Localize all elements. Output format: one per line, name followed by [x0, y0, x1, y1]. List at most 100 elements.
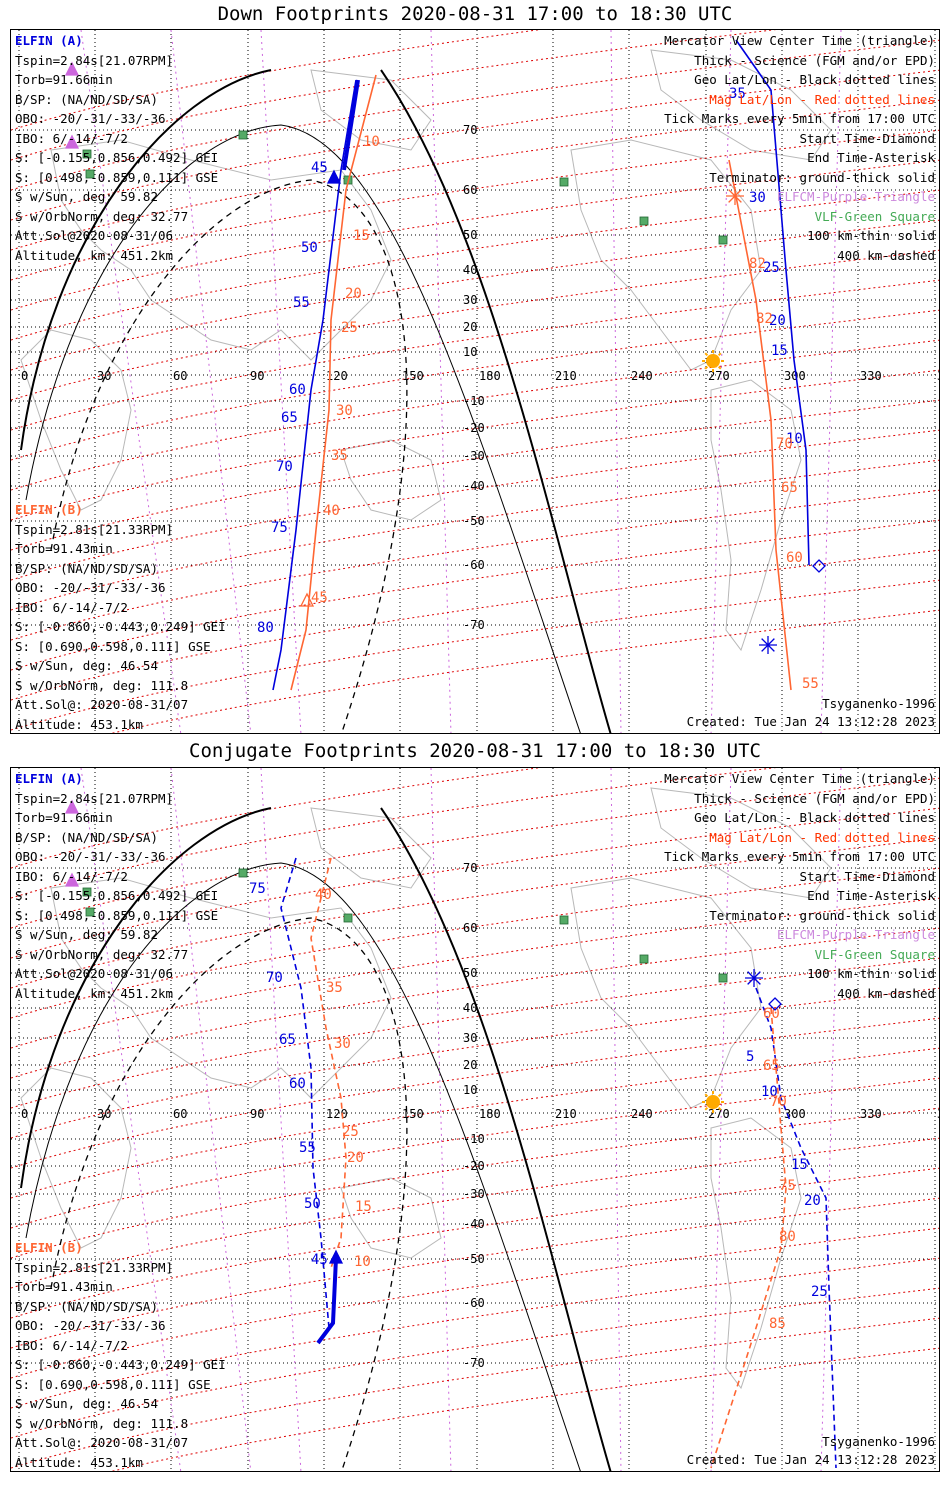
landmass-outline: [710, 379, 802, 652]
start-diamond: [768, 997, 782, 1011]
elfin-b-tick-label: 20: [347, 1150, 364, 1166]
center-triangle: [299, 592, 315, 607]
legend-entry: Tick Marks every 5min from 17:00 UTC: [664, 111, 935, 126]
elfin-a-tick-label: 30: [749, 190, 766, 206]
info-line: Altitude, km: 451.2km: [15, 985, 174, 1001]
terminator-ground-west: [20, 807, 272, 1189]
lat-tick-label: 30: [463, 1031, 477, 1045]
elfin-a-tick-label: 75: [271, 520, 288, 536]
sun-ray: [704, 1093, 709, 1098]
elfin-a-tick-label: 20: [769, 313, 786, 329]
vlf-square: [718, 235, 728, 245]
lon-tick-label: 150: [402, 1107, 424, 1121]
info-line: IBO: 6/-14/-7/2: [15, 599, 128, 615]
info-line: B/SP: (NA/ND/SD/SA): [15, 91, 158, 107]
elfin-b-tick-label: 82: [756, 311, 773, 327]
lat-tick-label: 30: [463, 293, 477, 307]
vlf-square: [639, 216, 649, 226]
info-line: S: [0.690,0.598,0.111] GSE: [15, 638, 211, 654]
sun-ray: [717, 1093, 722, 1098]
info-line: S w/Sun, deg: 46.54: [15, 658, 158, 673]
elfin-b-tick-label: 70: [770, 1094, 787, 1110]
lon-tick-label: 120: [326, 369, 348, 383]
map-layers: 0306090120150180210240270300330360706050…: [11, 768, 939, 1471]
sun-ray: [704, 352, 709, 357]
landmass-outline: [20, 1067, 132, 1249]
sun-ray: [704, 365, 709, 370]
elfin-b-tick-label: 30: [334, 1036, 351, 1052]
legend-entry: Terminator: ground-thick solid: [709, 169, 935, 185]
elfin-b-info: ELFIN (B) Tspin=2.81s[21.33RPM] Torb=91.43…: [15, 500, 226, 733]
lon-tick-label: 60: [173, 1107, 187, 1121]
map-canvas-conjugate: 0306090120150180210240270300330360706050…: [11, 768, 939, 1471]
info-line: Tspin=2.81s[21.33RPM]: [15, 1259, 174, 1275]
lat-tick-label: -20: [463, 1159, 485, 1173]
legend-entry: 400 km-dashed: [837, 247, 935, 263]
info-line: S w/OrbNorm, deg: 32.77: [15, 208, 189, 224]
legend-entry: ELFCM-Purple Triangle: [776, 189, 935, 204]
terminators: [20, 69, 612, 733]
lat-tick-label: -60: [463, 558, 485, 572]
center-triangle: [64, 134, 80, 149]
elfin-a-tick-label: 10: [786, 431, 803, 447]
panel-title-conjugate: Conjugate Footprints 2020-08-31 17:00 to…: [189, 740, 761, 762]
info-line: Torb=91.66min: [15, 810, 113, 825]
elfin-b-tick-label: 40: [315, 887, 332, 903]
legend: Mercator View Center Time (triangle) Thic…: [664, 31, 935, 265]
vlf-square: [82, 887, 92, 897]
mag-lon-line: [610, 30, 622, 733]
legend: Mercator View Center Time (triangle) Thic…: [664, 769, 935, 1003]
elfin-a-tick-label: 50: [304, 1196, 321, 1212]
info-line: Att.Sol@: 2020-08-31/07: [15, 1435, 189, 1450]
elfin-b-tick-label: 30: [336, 403, 353, 419]
legend-entry: Geo Lat/Lon - Black dotted lines: [694, 810, 935, 825]
elfin-a-info: ELFIN (A) Tspin=2.84s[21.07RPM] Torb=91.66…: [15, 769, 218, 1003]
info-line: B/SP: (NA/ND/SD/SA): [15, 829, 158, 845]
lat-tick-label: 10: [463, 345, 477, 359]
terminator-ground-east: [380, 69, 612, 733]
mag-lat-curve: [11, 1107, 939, 1259]
map-panel-down: 0 30 60 90 120 150 180 210 240 270 300 330 360 70 60 50…: [10, 29, 940, 734]
sat-name: ELFIN (B): [15, 1240, 83, 1255]
elfin-b-tick-label: 15: [353, 228, 370, 244]
lat-tick-label: -40: [463, 479, 485, 493]
terminator-ground-west: [20, 69, 272, 451]
info-line: S w/Sun, deg: 59.82: [15, 189, 158, 204]
elfin-b-tick-label: 82: [749, 256, 766, 272]
lon-tick-label: 210: [555, 369, 577, 383]
landmass-outline: [710, 1117, 802, 1390]
sat-name: ELFIN (A): [15, 771, 83, 786]
lat-tick-label: -40: [463, 1217, 485, 1231]
elfin-b-tick-label: 20: [345, 286, 362, 302]
info-line: Altitude: 453.1km: [15, 716, 143, 732]
lon-tick-label: 270: [708, 369, 730, 383]
center-triangle: [328, 1249, 344, 1264]
mag-lon-line: [430, 30, 452, 733]
mag-lon-line: [610, 768, 622, 1471]
lat-tick-label: -30: [463, 449, 485, 463]
info-line: S w/Sun, deg: 46.54: [15, 1396, 158, 1411]
elfin-a-tick-label: 15: [791, 1157, 808, 1173]
coastlines: [20, 49, 832, 652]
legend-entry: 400 km-dashed: [837, 985, 935, 1001]
elfin-b-tick-label: 80: [779, 1229, 796, 1245]
elfin-a-tick-label: 65: [281, 410, 298, 426]
info-line: S: [0.498,-0.859,0.111] GSE: [15, 169, 219, 185]
info-line: Torb=91.66min: [15, 72, 113, 87]
lon-tick-label: 120: [326, 1107, 348, 1121]
model-label: Tsyganenko-1996: [822, 1434, 935, 1449]
legend-entry: ELFCM-Purple Triangle: [776, 927, 935, 942]
elfin-a-track-east: [735, 39, 810, 566]
elfin-b-info: ELFIN (B) Tspin=2.81s[21.33RPM] Torb=91.43…: [15, 1238, 226, 1471]
lon-tick-label: 210: [555, 1107, 577, 1121]
legend-entry: Mag Lat/Lon - Red dotted lines: [709, 829, 935, 845]
end-asterisk: [747, 971, 761, 985]
panel-title-down: Down Footprints 2020-08-31 17:00 to 18:3…: [217, 3, 733, 25]
legend-entry: Tick Marks every 5min from 17:00 UTC: [664, 849, 935, 864]
lon-tick-label: 240: [631, 369, 653, 383]
info-line: Tspin=2.84s[21.07RPM]: [15, 790, 174, 806]
elfin-a-track-west: [280, 857, 330, 1329]
center-triangle: [64, 872, 80, 887]
info-line: S: [-0.860,-0.443,0.249] GEI: [15, 1357, 226, 1372]
elfin-b-tick-label: 25: [341, 320, 358, 336]
